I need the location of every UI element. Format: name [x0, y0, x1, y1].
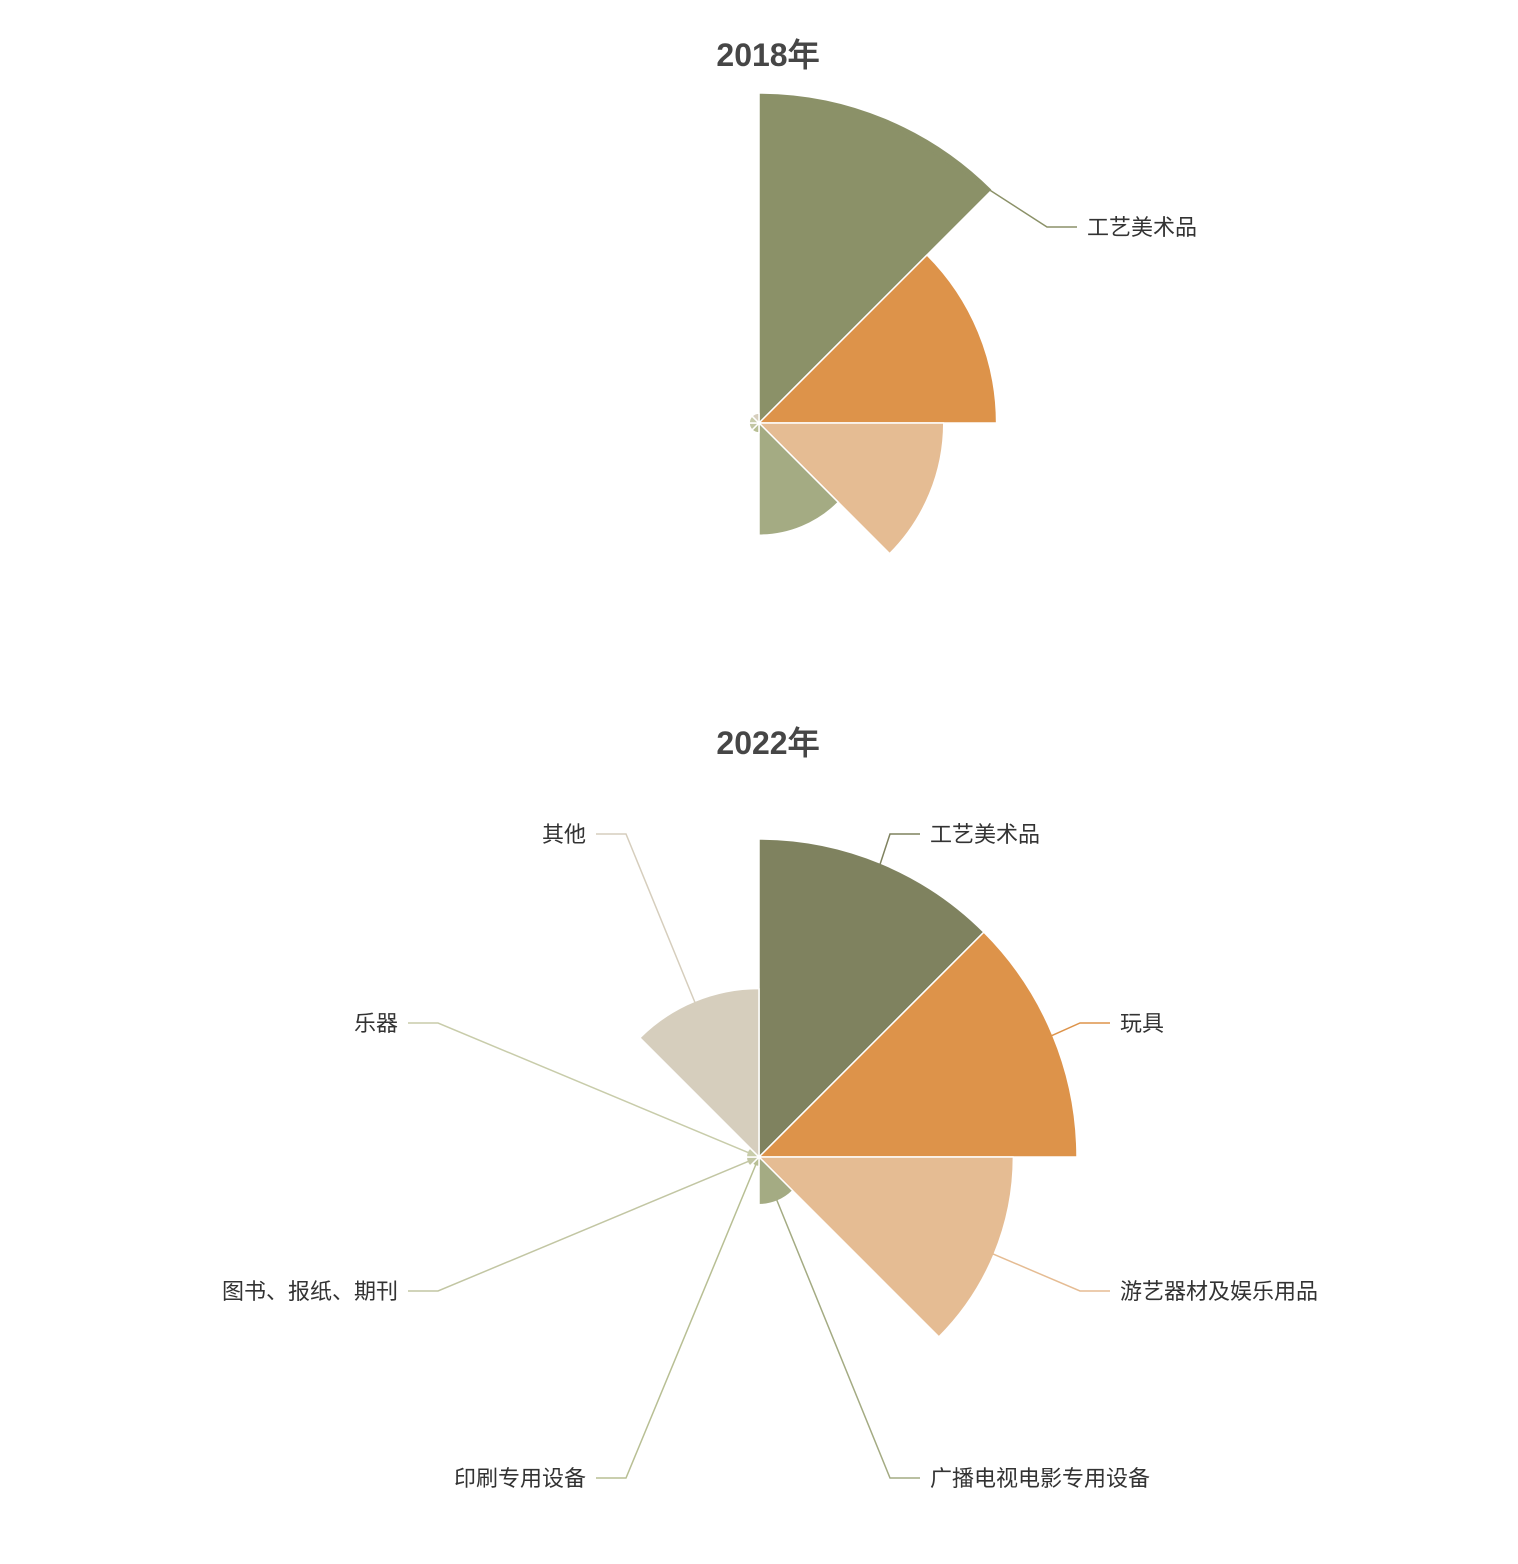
label-line-1-4: [596, 1162, 758, 1479]
label-line-1-5: [408, 1159, 752, 1292]
label-line-1-7: [596, 833, 697, 1006]
rose-slice-1-2[interactable]: [758, 1156, 1015, 1338]
slice-label-1-0: 工艺美术品: [930, 823, 1040, 848]
slice-label-1-2: 游艺器材及娱乐用品: [1120, 1280, 1318, 1305]
rose-chart-2018: 工艺美术品: [748, 92, 1197, 555]
rose-slice-0-7[interactable]: [751, 412, 760, 424]
label-line-1-3: [775, 1197, 920, 1479]
rose-slice-0-1[interactable]: [758, 254, 998, 424]
rose-slice-0-2[interactable]: [758, 422, 945, 555]
slice-label-1-5: 图书、报纸、期刊: [222, 1280, 398, 1305]
slice-label-1-7: 其他: [542, 823, 586, 848]
label-line-1-0: [878, 833, 920, 868]
slice-label-1-3: 广播电视电影专用设备: [930, 1467, 1150, 1492]
slice-label-1-1: 玩具: [1120, 1012, 1164, 1037]
rose-slice-0-0[interactable]: [758, 92, 994, 424]
slice-label-1-4: 印刷专用设备: [454, 1467, 586, 1492]
label-line-1-2: [990, 1252, 1110, 1292]
rose-slice-0-3[interactable]: [758, 422, 840, 536]
label-line-1-6: [408, 1022, 752, 1155]
chart-title-2018: 2018年: [716, 37, 819, 73]
slice-label-0-0: 工艺美术品: [1087, 216, 1197, 241]
slice-label-1-6: 乐器: [354, 1012, 398, 1037]
label-line-1-1: [1048, 1022, 1110, 1038]
label-line-0-0: [883, 121, 1077, 228]
chart-title-2022: 2022年: [716, 725, 819, 761]
